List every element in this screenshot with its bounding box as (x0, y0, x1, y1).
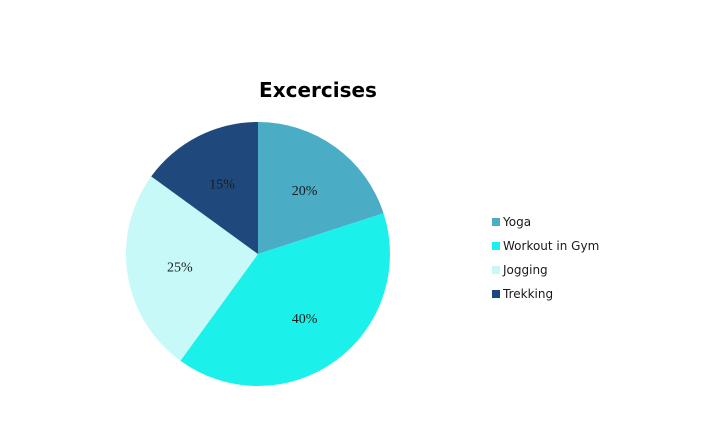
chart-title: Excercises (259, 78, 377, 102)
pie-slice-jogging (126, 176, 259, 361)
legend-label: Workout in Gym (503, 239, 600, 253)
slice-label: 25% (167, 260, 193, 275)
legend-swatch (492, 290, 500, 298)
legend-item: Yoga (492, 210, 599, 234)
legend-swatch (492, 218, 500, 226)
legend-item: Workout in Gym (492, 234, 599, 258)
pie-slice-yoga (258, 122, 384, 254)
legend: Yoga Workout in Gym Jogging Trekking (492, 210, 599, 306)
legend-item: Trekking (492, 282, 599, 306)
slice-label: 15% (209, 177, 235, 192)
legend-swatch (492, 266, 500, 274)
legend-label: Yoga (503, 215, 532, 229)
legend-label: Trekking (503, 287, 554, 301)
pie-slice-trekking (151, 122, 258, 254)
slice-label: 20% (292, 184, 318, 199)
legend-label: Jogging (503, 263, 548, 277)
pie-slice-workout-in-gym (180, 213, 390, 387)
slice-label: 40% (292, 312, 318, 327)
legend-item: Jogging (492, 258, 599, 282)
legend-swatch (492, 242, 500, 250)
